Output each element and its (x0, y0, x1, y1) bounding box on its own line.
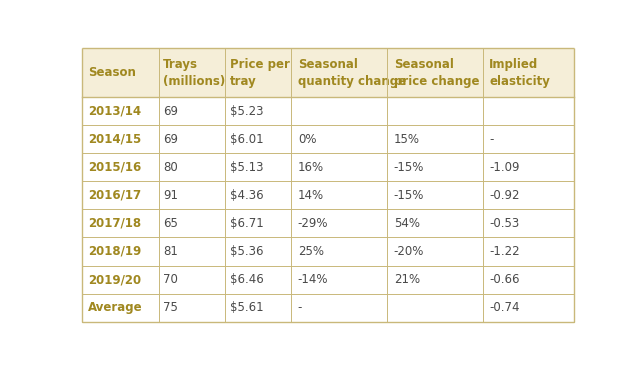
Text: 75: 75 (163, 301, 178, 314)
Text: -0.53: -0.53 (489, 217, 519, 230)
Text: $4.36: $4.36 (230, 189, 263, 202)
Text: Seasonal
quantity change: Seasonal quantity change (298, 58, 406, 87)
Text: -29%: -29% (298, 217, 328, 230)
Text: 25%: 25% (298, 245, 324, 258)
Text: 15%: 15% (394, 133, 420, 146)
Text: 21%: 21% (394, 273, 420, 286)
Text: 2015/16: 2015/16 (88, 161, 141, 174)
Text: 2013/14: 2013/14 (88, 105, 141, 118)
Text: Season: Season (88, 66, 136, 79)
Text: $6.46: $6.46 (230, 273, 263, 286)
Text: $5.13: $5.13 (230, 161, 263, 174)
Text: -1.09: -1.09 (489, 161, 520, 174)
Text: $6.01: $6.01 (230, 133, 263, 146)
Text: -: - (298, 301, 302, 314)
Text: $6.71: $6.71 (230, 217, 263, 230)
Text: -20%: -20% (394, 245, 424, 258)
Text: Trays
(millions): Trays (millions) (163, 58, 225, 87)
Text: $5.61: $5.61 (230, 301, 263, 314)
Text: 65: 65 (163, 217, 178, 230)
Text: 14%: 14% (298, 189, 324, 202)
Text: -0.74: -0.74 (489, 301, 520, 314)
Text: $5.23: $5.23 (230, 105, 263, 118)
Text: 16%: 16% (298, 161, 324, 174)
Text: -0.66: -0.66 (489, 273, 520, 286)
Text: Implied
elasticity: Implied elasticity (489, 58, 550, 87)
Text: -1.22: -1.22 (489, 245, 520, 258)
Text: 80: 80 (163, 161, 178, 174)
Text: 69: 69 (163, 105, 178, 118)
Text: 2019/20: 2019/20 (88, 273, 141, 286)
Text: -14%: -14% (298, 273, 328, 286)
Text: 2017/18: 2017/18 (88, 217, 141, 230)
Text: 91: 91 (163, 189, 178, 202)
Text: $5.36: $5.36 (230, 245, 263, 258)
Text: -15%: -15% (394, 189, 424, 202)
Text: 81: 81 (163, 245, 178, 258)
Text: Average: Average (88, 301, 143, 314)
Text: -: - (489, 133, 493, 146)
Text: -0.92: -0.92 (489, 189, 520, 202)
Text: Price per
tray: Price per tray (230, 58, 289, 87)
Text: 54%: 54% (394, 217, 420, 230)
Text: -15%: -15% (394, 161, 424, 174)
Text: 0%: 0% (298, 133, 316, 146)
Text: Seasonal
price change: Seasonal price change (394, 58, 479, 87)
Text: 2016/17: 2016/17 (88, 189, 141, 202)
Text: 70: 70 (163, 273, 178, 286)
Text: 2018/19: 2018/19 (88, 245, 141, 258)
Text: 2014/15: 2014/15 (88, 133, 141, 146)
Text: 69: 69 (163, 133, 178, 146)
